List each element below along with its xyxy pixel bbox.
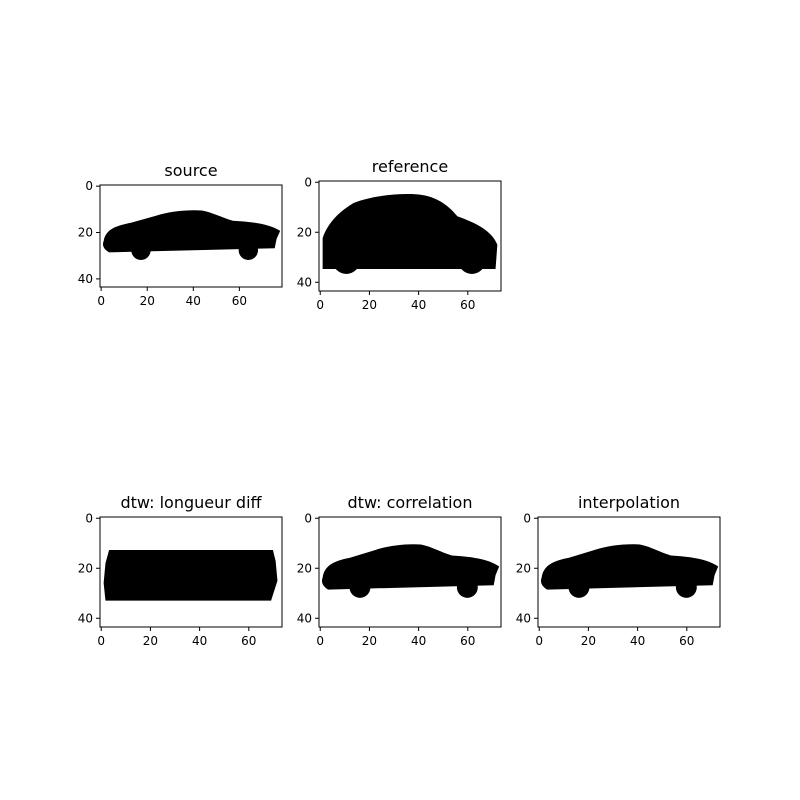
y-tick-label: 0	[85, 179, 93, 193]
y-tick-label: 0	[304, 175, 312, 189]
x-tick-label: 20	[140, 294, 155, 308]
x-tick-label: 40	[192, 634, 207, 648]
x-tick-label: 40	[186, 294, 201, 308]
car-silhouette-image	[103, 210, 280, 260]
x-tick-label: 0	[316, 634, 324, 648]
subplot-3: 0 20 40 60 0 20 40 dtw: longueur diff	[78, 493, 282, 648]
subplot-2: 0 20 40 60 0 20 40 reference	[297, 157, 501, 312]
subplot-title: reference	[372, 157, 448, 176]
x-tick-label: 20	[362, 634, 377, 648]
y-tick-label: 0	[304, 511, 312, 525]
y-tick-label: 20	[78, 226, 93, 240]
y-tick-label: 20	[78, 561, 93, 575]
subplot-title: dtw: longueur diff	[120, 493, 262, 512]
x-tick-label: 0	[316, 298, 324, 312]
y-tick-label: 40	[297, 611, 312, 625]
y-tick-label: 20	[516, 561, 531, 575]
y-tick-label: 40	[516, 611, 531, 625]
y-tick-label: 40	[78, 272, 93, 286]
x-tick-label: 60	[232, 294, 247, 308]
y-tick-label: 20	[297, 561, 312, 575]
x-tick-label: 20	[581, 634, 596, 648]
x-tick-label: 0	[97, 634, 105, 648]
y-tick-label: 20	[297, 225, 312, 239]
car-silhouette-image	[323, 183, 498, 274]
x-tick-label: 60	[679, 634, 694, 648]
x-tick-label: 40	[411, 634, 426, 648]
car-silhouette-image	[541, 544, 718, 598]
y-tick-label: 0	[85, 511, 93, 525]
y-tick-label: 0	[523, 511, 531, 525]
x-tick-label: 60	[460, 634, 475, 648]
subplot-5: 0 20 40 60 0 20 40 interpolation	[516, 493, 720, 648]
car-silhouette-image	[104, 550, 278, 601]
x-tick-label: 40	[630, 634, 645, 648]
x-tick-label: 0	[535, 634, 543, 648]
subplot-4: 0 20 40 60 0 20 40 dtw: correlation	[297, 493, 501, 648]
subplot-title: source	[164, 161, 217, 180]
x-tick-label: 20	[143, 634, 158, 648]
x-tick-label: 0	[97, 294, 105, 308]
y-tick-label: 40	[297, 275, 312, 289]
x-tick-label: 40	[411, 298, 426, 312]
car-silhouette-image	[322, 544, 499, 598]
subplot-title: dtw: correlation	[348, 493, 473, 512]
x-tick-label: 60	[241, 634, 256, 648]
x-tick-label: 60	[460, 298, 475, 312]
subplot-1: 0 20 40 60 0 20 40 source	[78, 161, 282, 308]
subplot-title: interpolation	[578, 493, 680, 512]
x-tick-label: 20	[362, 298, 377, 312]
y-tick-label: 40	[78, 611, 93, 625]
